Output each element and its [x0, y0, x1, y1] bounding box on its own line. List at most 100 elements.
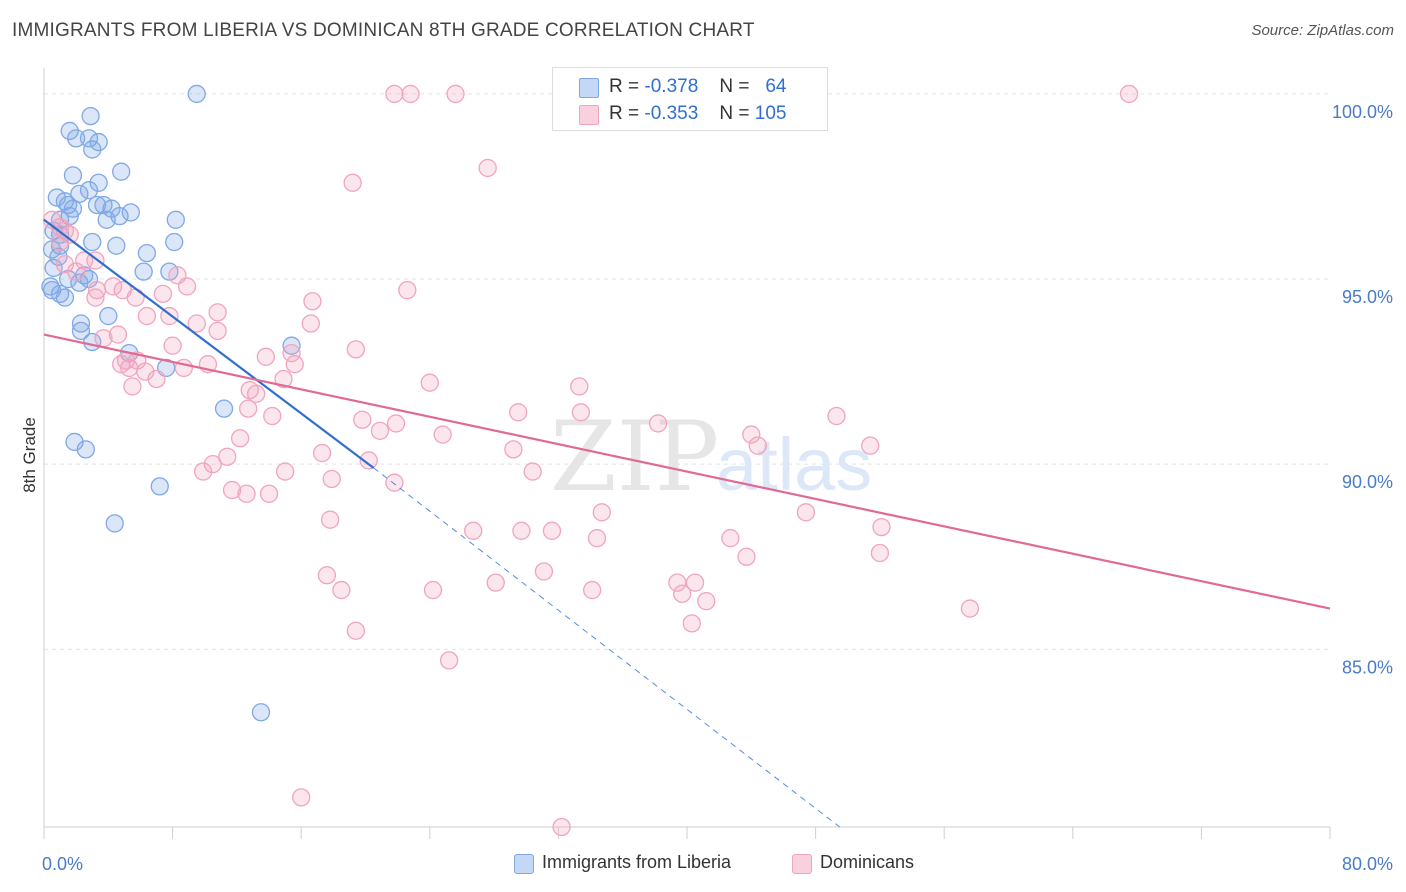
dominican-point	[872, 517, 891, 537]
liberia-point	[71, 321, 91, 341]
dominican-point	[509, 403, 528, 422]
dominican-point	[50, 232, 70, 252]
dominican-point	[282, 343, 301, 363]
dominican-point	[285, 355, 304, 374]
dominican-point	[439, 651, 459, 670]
liberia-point	[282, 336, 301, 355]
dominican-point	[317, 566, 337, 585]
legend-n-label: N =	[719, 103, 750, 124]
watermark-atlas: atlas	[716, 423, 872, 506]
dominican-point	[668, 573, 687, 592]
dominican-point	[870, 543, 890, 563]
dominican-point	[208, 303, 227, 322]
dominican-point	[87, 280, 107, 300]
dominican-point	[67, 262, 86, 281]
dominican-point	[222, 480, 242, 500]
legend-text-dominicans: R = -0.353 N = 105	[609, 103, 786, 125]
dominican-point	[552, 817, 571, 837]
legend-r-label: R =	[609, 76, 640, 97]
dominican-point	[721, 529, 740, 548]
dominican-point	[346, 340, 366, 359]
liberia-point	[97, 210, 116, 229]
dominican-point	[737, 547, 756, 566]
dominican-point	[203, 455, 222, 474]
liberia-point	[63, 166, 83, 185]
legend-r-value: -0.353	[644, 103, 699, 124]
watermark-zip: ZIP	[550, 401, 719, 513]
dominican-point	[583, 580, 602, 600]
liberia-point	[49, 247, 68, 266]
liberia-point	[89, 173, 108, 192]
y-tick-label: 90.0%	[1342, 472, 1393, 492]
dominican-point	[292, 788, 311, 807]
liberia-point	[83, 232, 102, 252]
dominican-point	[401, 84, 420, 104]
dominican-point	[370, 421, 390, 440]
y-tick-label: 100.0%	[1332, 102, 1393, 122]
dominican-point	[523, 462, 542, 481]
dominican-point	[385, 473, 404, 492]
dominican-point	[301, 314, 320, 333]
legend-swatch-dominicans	[579, 105, 599, 125]
dominican-point	[237, 484, 256, 503]
dominican-point	[86, 288, 105, 307]
liberia-point	[165, 232, 184, 252]
dominican-point	[386, 414, 406, 433]
dominican-point	[263, 406, 282, 426]
dominican-point	[423, 580, 443, 600]
liberia-point	[79, 181, 99, 200]
dominican-point	[312, 443, 332, 463]
dominican-point	[353, 410, 372, 429]
series-swatch-liberia	[514, 854, 534, 874]
dominican-point	[230, 429, 250, 448]
dominican-point	[748, 436, 767, 455]
chart-title: IMMIGRANTS FROM LIBERIA VS DOMINICAN 8TH…	[12, 20, 755, 41]
series-label-dominicans: Dominicans	[820, 852, 915, 872]
dominican-point	[120, 358, 139, 378]
dominican-point	[446, 84, 465, 104]
liberia-point	[87, 195, 107, 215]
legend-r-label: R =	[609, 103, 640, 124]
dominican-point	[682, 614, 701, 633]
liberia-point	[137, 243, 157, 263]
legend-text-liberia: R = -0.378 N = 64	[609, 76, 786, 98]
axes	[43, 68, 1331, 839]
dominican-point	[587, 529, 607, 548]
dominican-point	[464, 521, 483, 540]
data-points	[41, 84, 1139, 837]
liberia-point	[67, 129, 86, 148]
stats-legend: R = -0.378 N = 64 R = -0.353 N = 105	[552, 67, 828, 131]
dominican-point	[94, 329, 113, 348]
dominican-point	[174, 358, 194, 378]
dominican-point	[486, 573, 505, 592]
dominican-point	[147, 369, 166, 389]
liberia-point	[76, 440, 95, 459]
liberia-point	[134, 262, 153, 281]
dominican-point	[697, 592, 716, 611]
dominican-trend-line	[43, 333, 1331, 610]
liberia-point	[150, 477, 169, 496]
liberia-point	[71, 314, 91, 333]
y-tick-label: 95.0%	[1342, 287, 1393, 307]
liberia-point	[105, 514, 124, 533]
liberia-point	[81, 106, 100, 126]
liberia-point	[121, 203, 140, 222]
watermark: ZIP atlas	[550, 401, 872, 513]
dominican-point	[259, 484, 279, 503]
dominican-point	[592, 503, 611, 522]
dominican-point	[861, 436, 880, 455]
dominican-point	[346, 621, 366, 640]
dominican-point	[177, 277, 197, 296]
dominican-point	[218, 447, 237, 466]
dominican-point	[60, 225, 79, 244]
dominican-point	[275, 462, 295, 481]
liberia-point	[251, 703, 271, 722]
dominican-point	[256, 347, 275, 366]
dominican-point	[571, 403, 591, 422]
dominican-point	[570, 377, 589, 396]
y-axis-label: 8th Grade	[20, 417, 39, 493]
dominican-point	[478, 158, 497, 178]
dominican-point	[153, 284, 173, 303]
dominican-point	[163, 336, 182, 355]
dominican-point	[359, 451, 378, 470]
